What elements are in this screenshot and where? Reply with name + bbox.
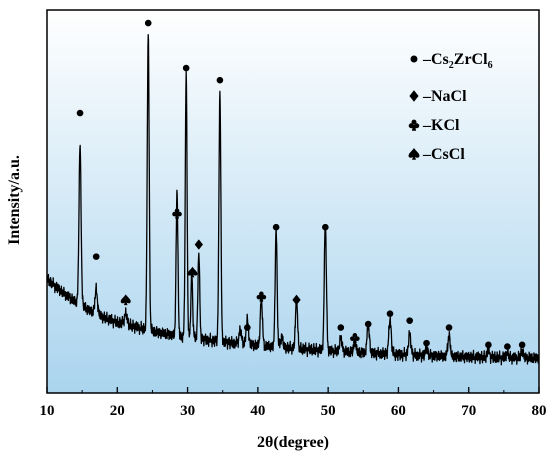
- club-lobe: [261, 294, 267, 300]
- legend: –Cs2ZrCl6 –NaCl –KCl –CsCl: [408, 51, 493, 163]
- peak-marker-circle: [244, 324, 251, 331]
- club-stem: [352, 337, 357, 344]
- peak-marker-circle: [518, 341, 526, 349]
- peak-marker-circle: [144, 19, 152, 27]
- club-lobe: [172, 211, 177, 217]
- x-tick-label: 50: [321, 403, 336, 419]
- peak-marker-spade: [187, 266, 198, 278]
- club-lobe: [411, 119, 417, 125]
- xrd-pattern-line: [46, 34, 540, 366]
- legend-marker-diamond: [409, 90, 419, 102]
- x-tick-label: 60: [391, 403, 406, 419]
- peak-marker-circle: [216, 76, 224, 84]
- club-stem: [175, 213, 179, 219]
- peak-marker-circle: [504, 343, 511, 350]
- legend-item-cs2zrcl6: –Cs2ZrCl6: [410, 51, 493, 71]
- club-lobe: [177, 211, 182, 217]
- peak-marker-club: [256, 291, 267, 302]
- peak-marker-circle: [92, 253, 100, 260]
- peak-marker-club: [172, 208, 182, 219]
- legend-item-nacl: –NaCl: [409, 88, 467, 105]
- legend-symbol-spade: [408, 147, 420, 160]
- x-tick-label: 40: [250, 403, 265, 419]
- legend-symbol-circle: [410, 55, 418, 63]
- peak-markers: [76, 19, 526, 350]
- peak-marker-circle: [386, 310, 394, 318]
- peak-marker-circle: [322, 223, 329, 231]
- x-tick-label: 70: [461, 403, 476, 419]
- legend-marker-spade: [408, 147, 420, 160]
- peak-marker-circle: [445, 324, 453, 331]
- plot-frame: [46, 9, 540, 394]
- club-lobe: [350, 336, 355, 341]
- peak-marker-circle: [423, 339, 430, 347]
- peak-marker-circle: [272, 223, 280, 231]
- legend-item-cscl: –CsCl: [408, 146, 465, 163]
- peak-marker-circle: [485, 341, 492, 349]
- club-lobe: [259, 291, 264, 297]
- x-tick-label: 20: [110, 403, 125, 419]
- legend-symbol-club: [408, 119, 420, 131]
- y-axis-title: Intensity/a.u.: [6, 155, 23, 245]
- legend-marker-circle: [410, 55, 418, 63]
- peak-marker-spade: [120, 294, 131, 306]
- legend-item-kcl: –KCl: [408, 117, 460, 134]
- club-lobe: [408, 123, 414, 129]
- peak-marker-club: [350, 333, 360, 344]
- x-axis-ticks: 10 20 30 40 50 60 70 80: [40, 387, 547, 419]
- legend-label-nacl: –NaCl: [422, 88, 467, 105]
- x-tick-label: 80: [532, 403, 547, 419]
- peak-marker-circle: [364, 320, 372, 328]
- x-tick-label: 10: [40, 403, 55, 419]
- legend-label-cscl: –CsCl: [422, 146, 465, 163]
- legend-label-kcl: –KCl: [422, 117, 460, 134]
- peak-marker-diamond: [194, 239, 203, 250]
- club-lobe: [256, 294, 262, 300]
- x-tick-label: 30: [180, 403, 195, 419]
- legend-symbol-diamond: [409, 90, 419, 102]
- club-stem: [411, 125, 417, 131]
- club-lobe: [355, 336, 360, 341]
- legend-label-cs2zrcl6: –Cs2ZrCl6: [422, 51, 493, 71]
- club-stem: [259, 296, 264, 302]
- peak-marker-circle: [337, 324, 345, 331]
- club-lobe: [352, 333, 358, 338]
- peak-marker-diamond: [292, 294, 301, 306]
- legend-marker-club: [408, 119, 420, 131]
- peak-marker-circle: [406, 317, 413, 324]
- club-lobe: [414, 123, 420, 129]
- x-axis-title: 2θ(degree): [257, 434, 329, 451]
- peak-marker-circle: [182, 64, 190, 72]
- club-lobe: [174, 208, 180, 214]
- peak-marker-circle: [76, 109, 84, 117]
